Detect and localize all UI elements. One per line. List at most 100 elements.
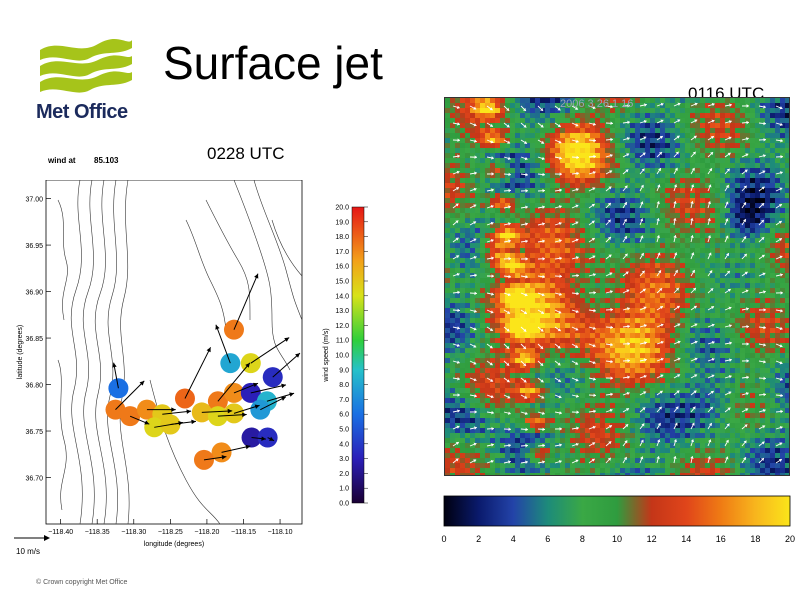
field-cell: [630, 438, 635, 443]
field-cell: [490, 428, 495, 433]
field-cell: [575, 428, 580, 433]
field-cell: [560, 98, 565, 103]
field-cell: [760, 398, 765, 403]
field-cell: [695, 283, 700, 288]
field-cell: [650, 408, 655, 413]
field-cell: [570, 233, 575, 238]
field-cell: [705, 313, 710, 318]
field-cell: [755, 408, 760, 413]
field-cell: [720, 138, 725, 143]
field-cell: [740, 303, 745, 308]
field-cell: [565, 218, 570, 223]
field-cell: [725, 273, 730, 278]
field-cell: [650, 118, 655, 123]
field-cell: [595, 258, 600, 263]
field-cell: [715, 233, 720, 238]
field-cell: [740, 313, 745, 318]
field-cell: [775, 338, 780, 343]
field-cell: [510, 288, 515, 293]
field-cell: [590, 283, 595, 288]
wind-vector-head: [221, 455, 227, 460]
field-cell: [595, 158, 600, 163]
field-cell: [545, 163, 550, 168]
field-cell: [615, 173, 620, 178]
field-cell: [735, 358, 740, 363]
field-cell: [700, 173, 705, 178]
field-cell: [775, 298, 780, 303]
field-cell: [530, 138, 535, 143]
field-cell: [570, 378, 575, 383]
field-cell: [710, 338, 715, 343]
field-cell: [675, 263, 680, 268]
field-cell: [715, 143, 720, 148]
field-cell: [675, 138, 680, 143]
field-cell: [715, 138, 720, 143]
field-cell: [705, 353, 710, 358]
field-cell: [485, 333, 490, 338]
field-cell: [490, 183, 495, 188]
field-cell: [685, 108, 690, 113]
field-cell: [695, 133, 700, 138]
field-cell: [530, 383, 535, 388]
field-cell: [660, 148, 665, 153]
field-cell: [545, 133, 550, 138]
field-cell: [730, 193, 735, 198]
field-cell: [610, 298, 615, 303]
field-cell: [530, 108, 535, 113]
field-cell: [735, 393, 740, 398]
field-cell: [740, 353, 745, 358]
field-cell: [650, 223, 655, 228]
y-tick-label: 37.00: [25, 197, 43, 204]
field-cell: [705, 168, 710, 173]
field-cell: [665, 348, 670, 353]
field-cell: [620, 358, 625, 363]
field-cell: [600, 363, 605, 368]
field-cell: [465, 173, 470, 178]
field-cell: [705, 98, 710, 103]
field-cell: [715, 348, 720, 353]
field-cell: [755, 333, 760, 338]
field-cell: [780, 323, 785, 328]
field-cell: [665, 438, 670, 443]
field-cell: [610, 108, 615, 113]
field-cell: [680, 308, 685, 313]
field-cell: [605, 368, 610, 373]
field-cell: [610, 188, 615, 193]
field-cell: [760, 413, 765, 418]
field-cell: [575, 118, 580, 123]
field-cell: [590, 273, 595, 278]
field-cell: [565, 278, 570, 283]
field-cell: [615, 148, 620, 153]
field-cell: [745, 238, 750, 243]
field-cell: [605, 303, 610, 308]
field-cell: [505, 298, 510, 303]
field-cell: [635, 353, 640, 358]
field-cell: [460, 413, 465, 418]
field-cell: [565, 208, 570, 213]
field-cell: [720, 213, 725, 218]
field-cell: [445, 233, 450, 238]
field-cell: [765, 393, 770, 398]
field-cell: [775, 253, 780, 258]
field-cell: [750, 333, 755, 338]
field-cell: [745, 433, 750, 438]
field-cell: [700, 443, 705, 448]
field-cell: [465, 153, 470, 158]
field-cell: [535, 308, 540, 313]
field-cell: [670, 133, 675, 138]
field-cell: [740, 333, 745, 338]
field-cell: [680, 393, 685, 398]
field-cell: [555, 138, 560, 143]
field-cell: [515, 178, 520, 183]
field-cell: [460, 243, 465, 248]
field-cell: [655, 118, 660, 123]
field-cell: [755, 368, 760, 373]
field-cell: [540, 288, 545, 293]
field-cell: [650, 363, 655, 368]
field-cell: [555, 128, 560, 133]
field-cell: [490, 118, 495, 123]
field-cell: [615, 353, 620, 358]
field-cell: [615, 328, 620, 333]
field-cell: [480, 383, 485, 388]
field-cell: [625, 393, 630, 398]
